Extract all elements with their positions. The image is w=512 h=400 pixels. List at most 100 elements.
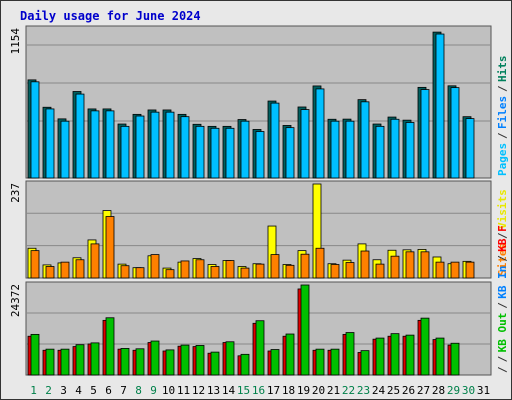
- chart-title: Daily usage for June 2024: [20, 9, 201, 23]
- legend-kb-in-out-1: KB Out: [496, 313, 509, 353]
- x-tick-12: 12: [192, 384, 205, 397]
- bar-kb-in-out-kb-out-17: [270, 349, 280, 376]
- bar-kb-in-out-kb-out-6: [105, 317, 115, 376]
- x-tick-26: 26: [402, 384, 415, 397]
- x-tick-1: 1: [30, 384, 37, 397]
- bar-hits-files-pages-files-2: [45, 108, 55, 179]
- bar-hits-files-pages-files-12: [195, 125, 205, 179]
- legend-visits-sites-1: Visits: [496, 189, 509, 229]
- bar-visits-sites-sites-18: [285, 264, 295, 279]
- bar-visits-sites-sites-30: [465, 261, 475, 279]
- x-tick-8: 8: [135, 384, 142, 397]
- bar-kb-in-out-kb-out-26: [405, 334, 415, 376]
- bar-visits-sites-sites-28: [435, 261, 445, 279]
- bar-kb-in-out-kb-out-27: [420, 317, 430, 376]
- bar-hits-files-pages-files-22: [345, 120, 355, 179]
- x-tick-9: 9: [150, 384, 157, 397]
- bar-hits-files-pages-files-8: [135, 115, 145, 179]
- bar-hits-files-pages-files-11: [180, 116, 190, 179]
- bar-visits-sites-sites-29: [450, 261, 460, 279]
- bar-visits-sites-sites-24: [375, 263, 385, 279]
- bar-visits-sites-sites-17: [270, 254, 280, 279]
- bar-hits-files-pages-files-20: [315, 88, 325, 179]
- bar-visits-sites-sites-4: [75, 259, 85, 279]
- bar-kb-in-out-kb-out-15: [240, 353, 250, 376]
- bar-visits-sites-sites-25: [390, 255, 400, 279]
- x-tick-6: 6: [105, 384, 112, 397]
- bar-kb-in-out-kb-out-24: [375, 337, 385, 376]
- legend-kb-in-out-0: /: [496, 366, 509, 373]
- legend-sep-kb-in-out-2: /: [496, 255, 509, 262]
- bar-hits-files-pages-files-19: [300, 109, 310, 179]
- x-tick-25: 25: [387, 384, 400, 397]
- x-tick-28: 28: [432, 384, 445, 397]
- legend-sep-kb-in-out-0: /: [496, 355, 509, 362]
- bar-hits-files-pages-files-27: [420, 89, 430, 179]
- bar-kb-in-out-kb-out-25: [390, 333, 400, 376]
- x-tick-31: 31: [477, 384, 490, 397]
- bar-visits-sites-sites-6: [105, 216, 115, 279]
- bar-visits-sites-sites-1: [30, 250, 40, 279]
- legend-hits-files-pages-2: Hits: [496, 56, 509, 83]
- bar-hits-files-pages-files-1: [30, 81, 40, 179]
- bar-hits-files-pages-files-15: [240, 120, 250, 179]
- bar-kb-in-out-kb-out-18: [285, 333, 295, 376]
- bar-hits-files-pages-files-6: [105, 110, 115, 179]
- x-tick-27: 27: [417, 384, 430, 397]
- bar-kb-in-out-kb-out-10: [165, 349, 175, 376]
- bar-visits-sites-sites-13: [210, 266, 220, 279]
- bar-kb-in-out-kb-out-3: [60, 348, 70, 376]
- x-tick-21: 21: [327, 384, 340, 397]
- bar-kb-in-out-kb-out-13: [210, 351, 220, 376]
- bar-visits-sites-sites-9: [150, 254, 160, 279]
- bar-kb-in-out-kb-out-12: [195, 345, 205, 376]
- bar-kb-in-out-kb-out-23: [360, 350, 370, 376]
- bar-kb-in-out-kb-out-20: [315, 348, 325, 376]
- bar-hits-files-pages-files-30: [465, 118, 475, 179]
- legend-kb-in-out-3: KB F: [496, 225, 509, 252]
- bar-kb-in-out-kb-out-8: [135, 348, 145, 376]
- bar-kb-in-out-kb-out-29: [450, 342, 460, 376]
- x-tick-20: 20: [312, 384, 325, 397]
- bar-hits-files-pages-files-5: [90, 110, 100, 179]
- bar-kb-in-out-kb-out-5: [90, 342, 100, 376]
- bar-visits-sites-sites-11: [180, 260, 190, 279]
- x-tick-5: 5: [90, 384, 97, 397]
- bar-kb-in-out-kb-out-1: [30, 333, 40, 376]
- bar-visits-sites-sites-7: [120, 265, 130, 279]
- bar-visits-sites-sites-15: [240, 267, 250, 279]
- bar-hits-files-pages-files-29: [450, 87, 460, 179]
- x-tick-19: 19: [297, 384, 310, 397]
- x-tick-3: 3: [60, 384, 67, 397]
- bar-visits-sites-sites-3: [60, 261, 70, 279]
- max-label-hits-files-pages: 1154: [9, 28, 22, 55]
- bar-hits-files-pages-files-21: [330, 120, 340, 179]
- legend-sep-visits-sites-0: /: [496, 232, 509, 239]
- x-tick-22: 22: [342, 384, 355, 397]
- x-tick-13: 13: [207, 384, 220, 397]
- bar-kb-in-out-kb-out-22: [345, 332, 355, 376]
- bar-visits-sites-sites-2: [45, 266, 55, 279]
- bar-kb-in-out-kb-out-4: [75, 344, 85, 376]
- bar-kb-in-out-kb-out-11: [180, 344, 190, 376]
- bar-visits-sites-sites-8: [135, 267, 145, 279]
- bar-visits-sites-sites-12: [195, 259, 205, 279]
- bar-hits-files-pages-files-18: [285, 127, 295, 179]
- x-tick-23: 23: [357, 384, 370, 397]
- legend-sep-hits-files-pages-1: /: [496, 85, 509, 92]
- bar-hits-files-pages-files-9: [150, 111, 160, 179]
- bar-visits-sites-sites-21: [330, 264, 340, 279]
- x-tick-30: 30: [462, 384, 475, 397]
- bar-kb-in-out-kb-out-7: [120, 348, 130, 376]
- bar-visits-sites-sites-16: [255, 263, 265, 279]
- bar-visits-sites-sites-14: [225, 260, 235, 279]
- x-tick-16: 16: [252, 384, 265, 397]
- bar-hits-files-pages-files-17: [270, 102, 280, 179]
- bar-hits-files-pages-files-3: [60, 120, 70, 179]
- bar-visits-sites-sites-10: [165, 269, 175, 279]
- legend-sep-kb-in-out-1: /: [496, 302, 509, 309]
- bar-kb-in-out-kb-out-9: [150, 340, 160, 376]
- bar-kb-in-out-kb-out-21: [330, 348, 340, 376]
